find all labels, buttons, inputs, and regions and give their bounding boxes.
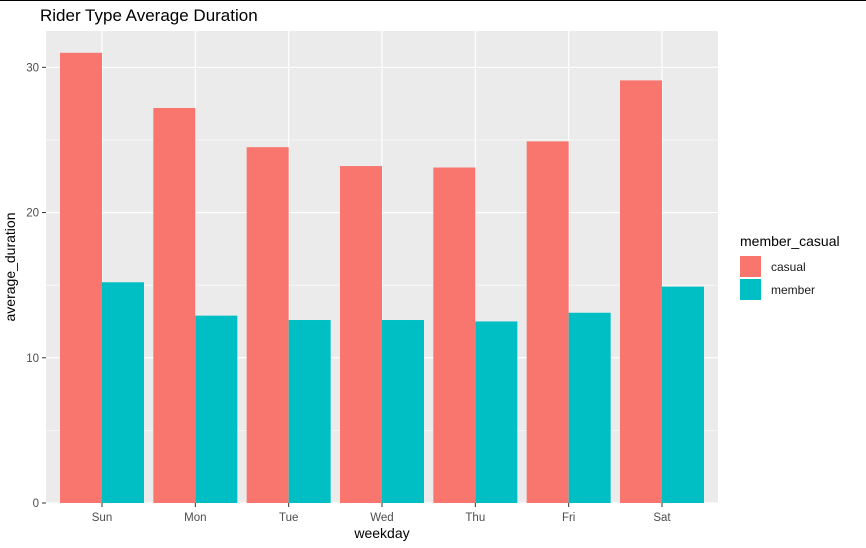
bar-casual-mon bbox=[153, 107, 196, 504]
x-tick-label: Sat bbox=[653, 512, 671, 524]
x-tick-label: Thu bbox=[465, 512, 485, 524]
bar-member-sun bbox=[102, 282, 144, 503]
bar-casual-tue bbox=[246, 147, 289, 503]
bar-member-fri bbox=[568, 312, 611, 503]
top-border-line bbox=[0, 0, 866, 1]
x-axis-label: weekday bbox=[353, 525, 409, 541]
bar-member-thu bbox=[475, 321, 518, 503]
x-tick-label: Wed bbox=[370, 512, 393, 524]
legend-item-casual: casual bbox=[740, 255, 840, 278]
y-tick-label: 10 bbox=[26, 353, 39, 365]
x-tick-label: Tue bbox=[279, 512, 298, 524]
legend-key-member bbox=[740, 279, 761, 300]
axes: 0 10 20 30 Sun Mon Tue Wed Thu Fri Sat bbox=[26, 62, 671, 524]
legend-item-member: member bbox=[740, 278, 840, 301]
y-tick-label: 20 bbox=[26, 208, 39, 220]
legend-items: casual member bbox=[740, 255, 840, 301]
bar-member-sat bbox=[662, 286, 704, 503]
x-tick-label: Mon bbox=[184, 512, 206, 524]
legend-label-member: member bbox=[771, 282, 816, 297]
y-tick-label: 0 bbox=[33, 498, 39, 510]
y-tick-label: 30 bbox=[26, 62, 39, 74]
legend: member_casual casual member bbox=[740, 233, 840, 301]
bar-casual-sun bbox=[60, 52, 102, 504]
legend-title: member_casual bbox=[740, 233, 840, 249]
legend-label-casual: casual bbox=[771, 259, 806, 274]
bar-member-mon bbox=[195, 315, 238, 503]
chart-title: Rider Type Average Duration bbox=[40, 6, 258, 25]
bar-casual-fri bbox=[526, 141, 569, 504]
bar-casual-thu bbox=[433, 167, 476, 504]
bar-member-wed bbox=[382, 320, 424, 503]
bars bbox=[60, 52, 704, 504]
legend-key-casual bbox=[740, 256, 761, 277]
bar-casual-sat bbox=[620, 80, 662, 503]
bar-member-tue bbox=[288, 320, 331, 503]
x-tick-label: Sun bbox=[92, 512, 112, 524]
y-axis-label: average_duration bbox=[2, 213, 18, 322]
bar-casual-wed bbox=[340, 166, 382, 503]
x-tick-label: Fri bbox=[562, 512, 575, 524]
